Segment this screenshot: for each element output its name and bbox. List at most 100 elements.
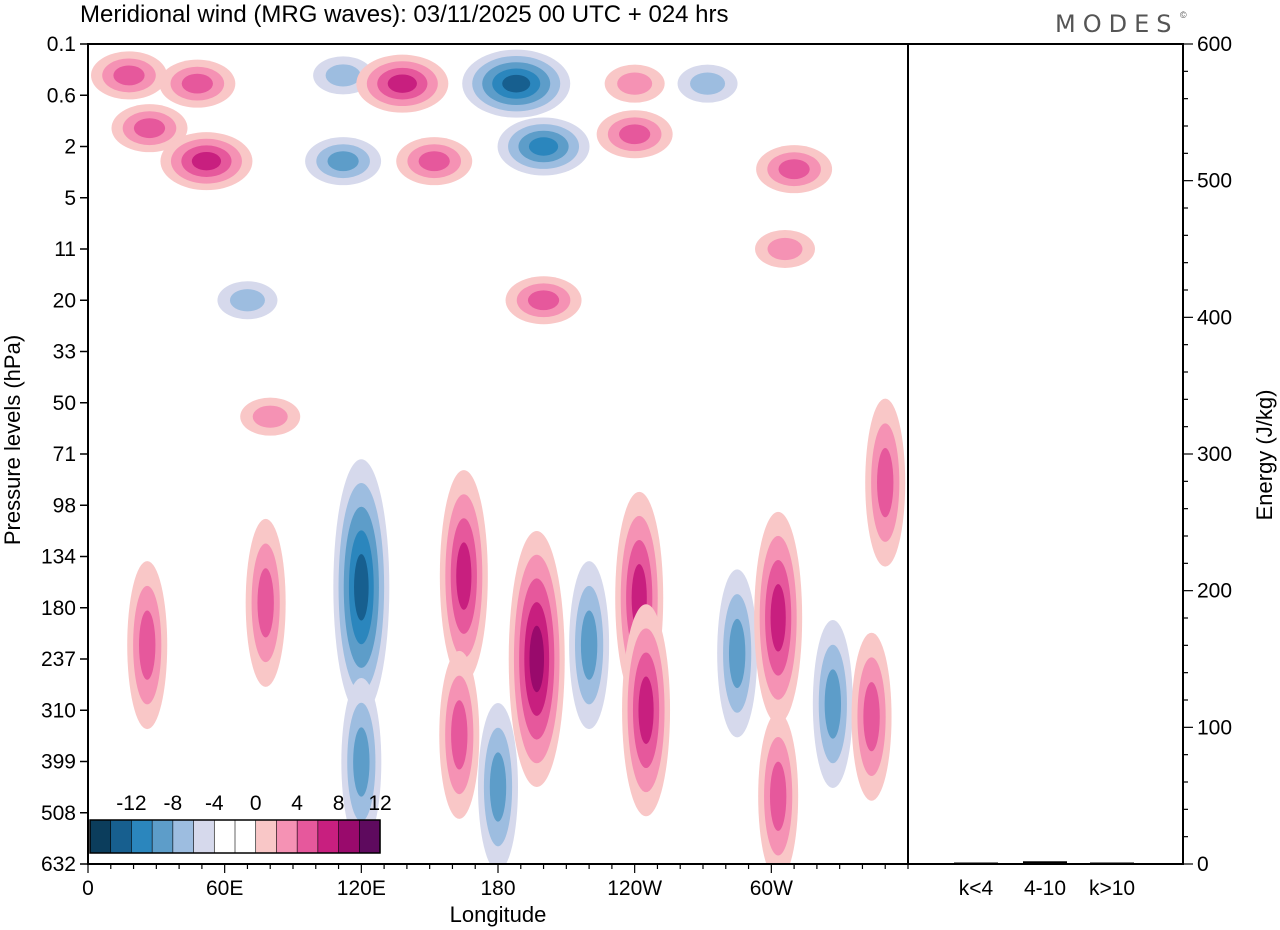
contour-level [451, 700, 468, 770]
x-tick-label: 0 [82, 877, 94, 900]
wind-anomaly-feature [758, 712, 799, 864]
colorbar-bin [193, 819, 215, 854]
wind-anomaly-feature [439, 650, 480, 819]
colorbar-label: -12 [116, 792, 146, 815]
wind-anomaly-feature [217, 281, 278, 320]
colorbar-bin [317, 819, 340, 854]
y-tick-label: 5 [64, 187, 76, 210]
contour-level [863, 682, 880, 752]
contour-level [252, 405, 288, 428]
colorbar: -12 -8 -4 0 4 8 12 [89, 792, 392, 854]
wind-anomaly-feature [604, 64, 665, 103]
contour-level [690, 72, 726, 95]
wind-anomaly-feature [333, 459, 390, 716]
energy-panel: 0 100 200 300 400 500 600 k<4 4-10 k>10 Energy (… [907, 33, 1277, 900]
colorbar-label: 0 [250, 792, 262, 815]
wind-anomaly-feature [717, 569, 758, 738]
y-axis-label: Pressure levels (hPa) [0, 335, 25, 545]
x-tick-label: 120E [337, 877, 386, 900]
colorbar-labels: -12 -8 -4 0 4 8 12 [116, 792, 391, 815]
wind-anomaly-feature [356, 54, 449, 113]
wind-anomaly-feature [341, 678, 382, 847]
contour-level [456, 542, 472, 610]
contour-level [527, 290, 560, 311]
contour-level [418, 151, 450, 172]
colorbar-bin [213, 819, 236, 854]
wind-anomaly-feature [439, 470, 488, 683]
contour-level [617, 72, 653, 95]
y-tick-label: 33 [53, 341, 76, 364]
colorbar-bin [276, 819, 298, 854]
wind-anomaly-feature [622, 604, 671, 817]
energy-category-label: k>10 [1089, 877, 1135, 900]
y-tick-label: 20 [53, 289, 76, 312]
contour-level [769, 761, 787, 831]
contour-level [619, 124, 651, 145]
x-tick-label: 60W [750, 877, 793, 900]
energy-category-label: k<4 [959, 877, 994, 900]
contour-level [529, 625, 545, 693]
wind-anomaly-feature [91, 51, 167, 100]
wind-anomaly-feature [865, 398, 906, 567]
wind-anomaly-feature [305, 137, 382, 186]
wind-anomaly-feature [497, 117, 590, 176]
contour-level [770, 584, 786, 652]
wind-anomaly-feature [160, 132, 253, 191]
wind-anomaly-feature [245, 518, 286, 687]
y-tick-label: 508 [41, 802, 76, 825]
energy-categories: k<4 4-10 k>10 [959, 877, 1135, 900]
colorbar-bins [89, 819, 381, 854]
contour-level [139, 610, 156, 680]
y-tick-label: 0.6 [47, 84, 76, 107]
energy-bar [1090, 862, 1134, 864]
wind-anomaly-feature [755, 230, 815, 268]
wind-anomaly-feature [677, 64, 738, 103]
colorbar-bin [358, 819, 381, 854]
colorbar-bin [255, 819, 278, 854]
contour-level [824, 669, 842, 739]
logo-mark: © [1180, 10, 1187, 20]
y-tick-label: 134 [41, 546, 76, 569]
wind-anomaly-feature [505, 276, 582, 325]
hovmoller-plot [87, 43, 909, 865]
contour-level [580, 610, 598, 680]
contour-level [257, 568, 274, 638]
wind-anomaly-feature [754, 511, 803, 724]
energy-bars [954, 861, 1134, 864]
colorbar-label: 12 [368, 792, 391, 815]
x-axis-label: Longitude [450, 902, 547, 927]
colorbar-bin [234, 819, 257, 854]
energy-bar [954, 862, 998, 864]
y-tick-label: 11 [54, 238, 76, 261]
y-tick-label: 632 [41, 853, 76, 876]
colorbar-bin [89, 819, 112, 854]
contour-level [191, 151, 222, 171]
wind-anomaly-feature [159, 59, 236, 108]
wind-anomaly-feature [508, 531, 565, 787]
contour-level [638, 676, 654, 744]
colorbar-frame [89, 819, 381, 854]
wind-anomaly-feature [111, 104, 188, 153]
y-tick-label: 0.1 [47, 33, 76, 56]
contour-level [229, 289, 265, 312]
colorbar-label: -4 [205, 792, 224, 815]
contour-level [767, 237, 803, 261]
y-tick-label: 310 [41, 699, 76, 722]
y-tick-label: 98 [53, 494, 76, 517]
energy-tick-label: 200 [1197, 580, 1232, 603]
colorbar-bin [338, 819, 360, 854]
wind-anomaly-feature [596, 110, 673, 159]
wind-anomaly-feature [396, 137, 473, 186]
colorbar-label: 8 [333, 792, 345, 815]
y-tick-label: 180 [41, 597, 76, 620]
x-tick-label: 180 [480, 877, 515, 900]
x-tick-label: 60E [206, 877, 243, 900]
x-tick-label: 120W [607, 877, 662, 900]
colorbar-bin [151, 819, 174, 854]
wind-anomaly-feature [756, 145, 833, 194]
contour-level [778, 159, 810, 180]
wind-anomaly-feature [240, 397, 301, 436]
energy-tick-label: 100 [1197, 716, 1232, 739]
colorbar-label: 4 [291, 792, 303, 815]
